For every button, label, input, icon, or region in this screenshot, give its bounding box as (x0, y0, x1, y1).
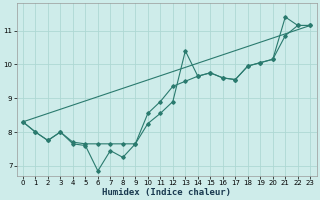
X-axis label: Humidex (Indice chaleur): Humidex (Indice chaleur) (102, 188, 231, 197)
